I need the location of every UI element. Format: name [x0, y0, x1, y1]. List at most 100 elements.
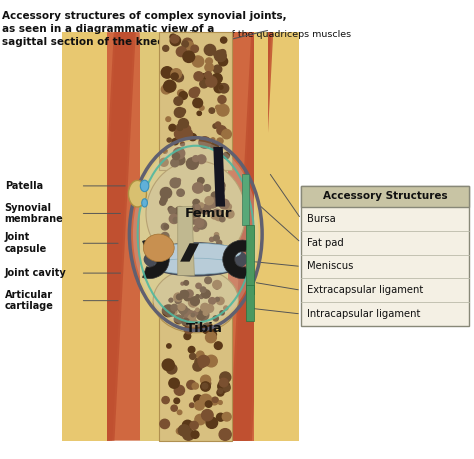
Circle shape — [225, 204, 231, 210]
Circle shape — [175, 207, 185, 216]
Circle shape — [178, 118, 189, 129]
Circle shape — [164, 224, 169, 229]
Circle shape — [190, 421, 198, 430]
Circle shape — [194, 395, 203, 403]
Circle shape — [195, 208, 200, 213]
Circle shape — [197, 309, 209, 320]
Circle shape — [215, 197, 223, 205]
Circle shape — [219, 85, 223, 89]
Circle shape — [191, 45, 199, 52]
Circle shape — [192, 298, 199, 305]
Circle shape — [171, 69, 182, 79]
Circle shape — [173, 153, 180, 160]
Circle shape — [162, 359, 174, 371]
Polygon shape — [97, 32, 125, 441]
Circle shape — [216, 185, 225, 193]
Circle shape — [171, 159, 179, 167]
Circle shape — [174, 398, 180, 403]
Circle shape — [160, 199, 166, 205]
Circle shape — [205, 63, 213, 72]
Circle shape — [195, 205, 200, 210]
Circle shape — [193, 98, 202, 107]
Circle shape — [184, 294, 191, 301]
Circle shape — [214, 212, 223, 221]
Circle shape — [220, 372, 231, 383]
Circle shape — [223, 152, 229, 159]
Circle shape — [169, 208, 176, 214]
Circle shape — [197, 219, 207, 229]
Circle shape — [182, 319, 190, 326]
Circle shape — [197, 311, 205, 319]
Circle shape — [219, 84, 229, 93]
Circle shape — [169, 299, 173, 302]
Polygon shape — [178, 207, 194, 275]
Circle shape — [210, 142, 219, 150]
Circle shape — [202, 323, 213, 334]
Circle shape — [160, 419, 170, 429]
Circle shape — [175, 155, 185, 165]
Circle shape — [219, 217, 225, 222]
Circle shape — [167, 344, 171, 348]
Circle shape — [191, 211, 197, 217]
Circle shape — [180, 108, 185, 114]
Circle shape — [220, 311, 224, 315]
Circle shape — [169, 214, 179, 224]
Circle shape — [193, 311, 198, 315]
Polygon shape — [236, 32, 264, 441]
Circle shape — [162, 397, 169, 403]
Circle shape — [219, 429, 231, 440]
Circle shape — [204, 185, 210, 191]
Circle shape — [201, 290, 210, 298]
Circle shape — [182, 41, 188, 47]
Circle shape — [170, 178, 180, 188]
Polygon shape — [105, 32, 134, 441]
Circle shape — [214, 233, 219, 237]
Circle shape — [201, 303, 209, 311]
Wedge shape — [143, 240, 169, 279]
Circle shape — [169, 378, 179, 388]
Bar — [159, 32, 232, 170]
Circle shape — [196, 295, 199, 297]
Circle shape — [177, 179, 181, 182]
Circle shape — [168, 207, 173, 212]
Circle shape — [213, 397, 218, 402]
Circle shape — [217, 389, 224, 396]
Circle shape — [184, 333, 191, 340]
Circle shape — [200, 74, 208, 82]
Circle shape — [190, 210, 200, 220]
Circle shape — [210, 397, 218, 405]
Circle shape — [176, 124, 183, 130]
Circle shape — [199, 362, 205, 368]
Circle shape — [213, 124, 218, 129]
Circle shape — [176, 428, 183, 434]
Circle shape — [189, 134, 196, 141]
Circle shape — [209, 329, 216, 336]
Text: Tibia: Tibia — [185, 322, 222, 335]
Circle shape — [190, 403, 194, 408]
Circle shape — [209, 108, 215, 113]
Circle shape — [170, 34, 176, 40]
Circle shape — [206, 417, 218, 428]
Circle shape — [175, 298, 181, 304]
Polygon shape — [62, 32, 92, 441]
Circle shape — [178, 425, 190, 436]
Circle shape — [212, 209, 222, 218]
Circle shape — [211, 138, 215, 141]
Circle shape — [205, 401, 212, 407]
Polygon shape — [140, 32, 228, 441]
Polygon shape — [245, 32, 273, 441]
Circle shape — [177, 207, 183, 213]
Circle shape — [182, 38, 192, 48]
Circle shape — [192, 56, 204, 67]
Circle shape — [166, 117, 171, 122]
Circle shape — [161, 84, 171, 94]
Circle shape — [171, 35, 179, 43]
Circle shape — [217, 297, 224, 305]
Circle shape — [186, 241, 195, 251]
Text: Accessory structures of complex synovial joints,
as seen in a diagrammatic view : Accessory structures of complex synovial… — [2, 11, 287, 47]
Circle shape — [200, 287, 206, 292]
Circle shape — [201, 409, 213, 421]
Circle shape — [167, 138, 171, 142]
Circle shape — [213, 65, 222, 73]
Circle shape — [202, 383, 208, 389]
